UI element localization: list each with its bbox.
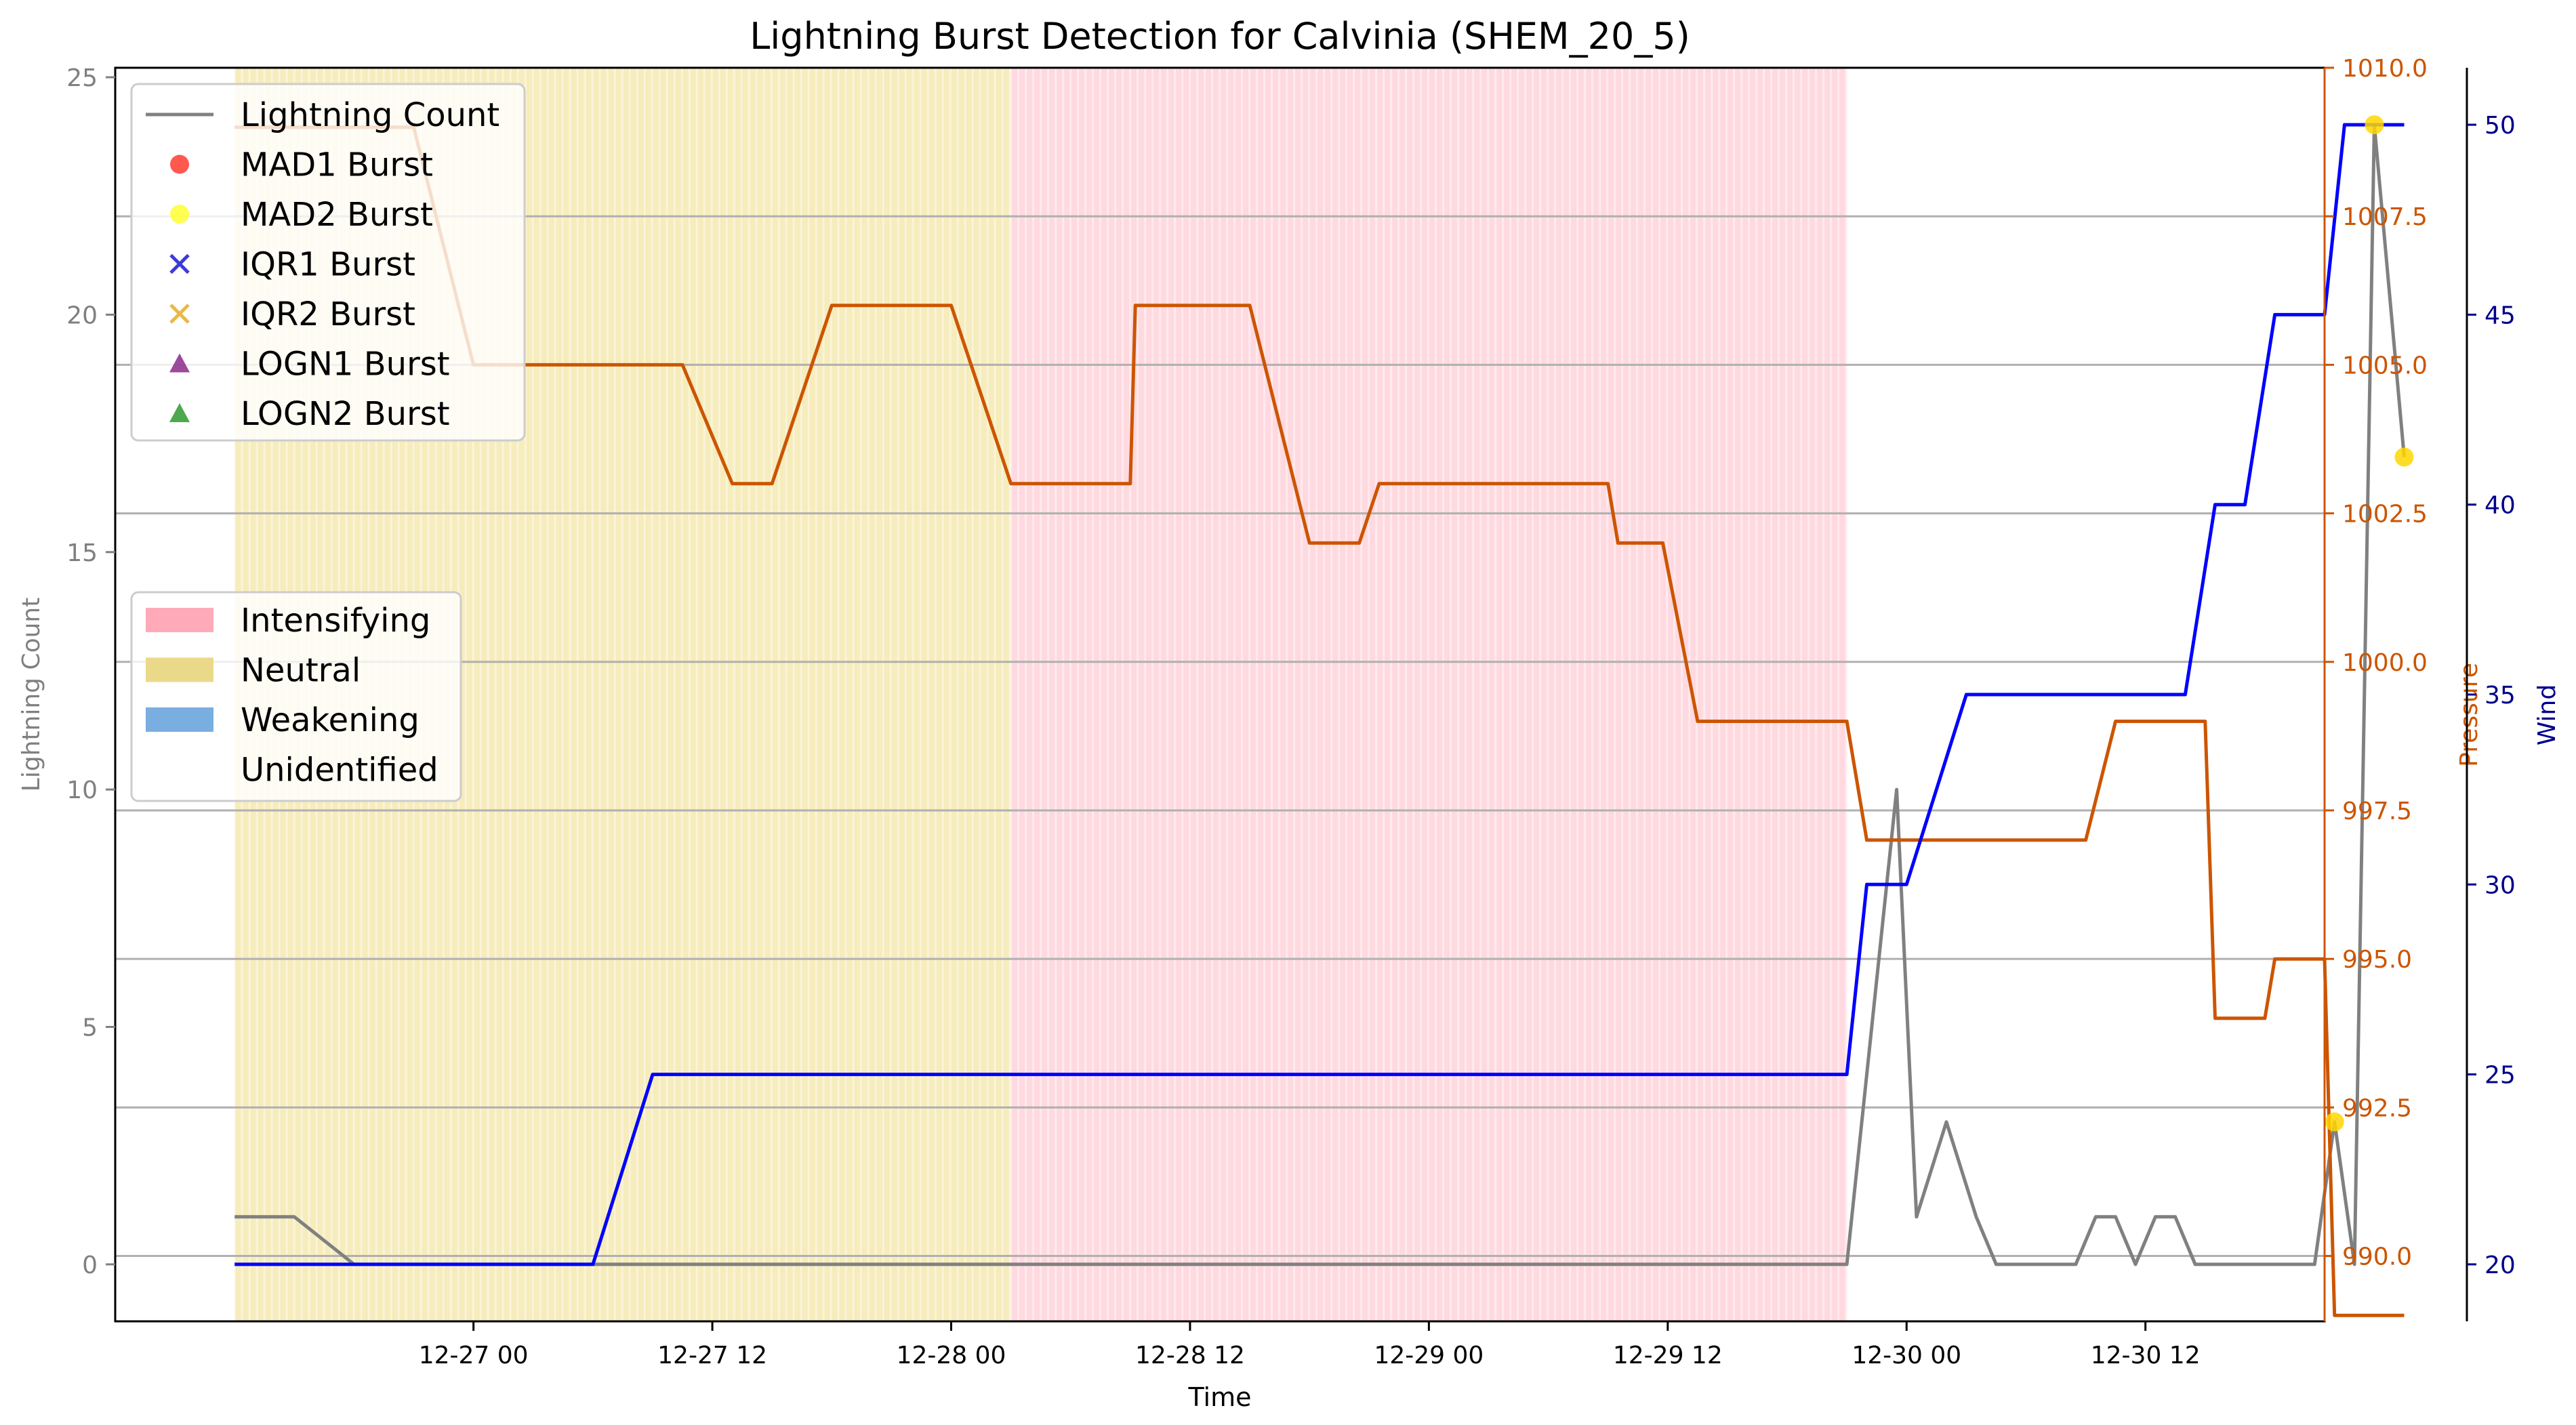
wind-tick-label: 20 bbox=[2485, 1252, 2516, 1279]
legend-label: IQR2 Burst bbox=[241, 295, 415, 333]
x-tick-label: 12-27 00 bbox=[419, 1342, 529, 1369]
legend-swatch bbox=[170, 205, 189, 224]
series-line-pressure bbox=[234, 125, 2405, 1317]
x-tick-label: 12-30 12 bbox=[2091, 1342, 2201, 1369]
burst-marker bbox=[2325, 1112, 2344, 1132]
series-line-lightning-count bbox=[234, 123, 2406, 1266]
chart-title: Lightning Burst Detection for Calvinia (… bbox=[750, 15, 1690, 58]
series-lines bbox=[234, 123, 2406, 1317]
wind-tick-label: 35 bbox=[2485, 682, 2516, 709]
left-axis-label: Lightning Count bbox=[18, 598, 45, 792]
phase-band bbox=[1010, 68, 1847, 1321]
pressure-tick-label: 995.0 bbox=[2342, 946, 2412, 974]
left-tick-label: 15 bbox=[66, 539, 98, 567]
series-line-wind bbox=[234, 123, 2405, 1266]
left-tick-label: 20 bbox=[66, 302, 98, 329]
x-axis-label: Time bbox=[1188, 1382, 1252, 1412]
legend-label: MAD1 Burst bbox=[241, 146, 433, 184]
legend-swatch bbox=[146, 608, 213, 632]
axes: 12-27 00 12-27 12 12-28 00 12-28 12 12-29 00… bbox=[18, 55, 2561, 1369]
pressure-axis-label: Pressure bbox=[2455, 663, 2483, 767]
pressure-tick-label: 1002.5 bbox=[2342, 501, 2428, 529]
x-tick-label: 12-29 00 bbox=[1374, 1342, 1484, 1369]
legend-label: MAD2 Burst bbox=[241, 196, 433, 234]
left-tick-label: 10 bbox=[66, 777, 98, 804]
legend-swatch bbox=[169, 304, 190, 324]
x-tick-label: 12-28 00 bbox=[897, 1342, 1006, 1369]
legend-box bbox=[130, 591, 462, 802]
legend-label: Unidentified bbox=[241, 751, 438, 789]
wind-axis-label: Wind bbox=[2533, 684, 2561, 745]
phase-legend: Intensifying Neutral Weakening Unidentified bbox=[130, 591, 462, 802]
legend-label: Lightning Count bbox=[241, 96, 499, 134]
left-tick-label: 5 bbox=[82, 1014, 98, 1042]
pressure-tick-label: 997.5 bbox=[2342, 798, 2412, 825]
phase-bands bbox=[233, 68, 1847, 1321]
legend-box bbox=[130, 83, 526, 442]
wind-tick-label: 45 bbox=[2485, 302, 2516, 329]
legend-swatch bbox=[146, 657, 213, 682]
burst-markers bbox=[2325, 115, 2414, 1132]
left-tick-label: 0 bbox=[82, 1252, 98, 1279]
wind-tick-label: 40 bbox=[2485, 492, 2516, 520]
x-tick-label: 12-29 12 bbox=[1613, 1342, 1723, 1369]
wind-tick-label: 50 bbox=[2485, 112, 2516, 140]
burst-marker bbox=[2365, 115, 2384, 135]
burst-legend: Lightning Count MAD1 Burst MAD2 Burst IQR1 … bbox=[130, 83, 526, 442]
pressure-tick-label: 992.5 bbox=[2342, 1094, 2412, 1122]
legend-label: Weakening bbox=[241, 701, 420, 739]
legend-label: Neutral bbox=[241, 652, 361, 690]
legend-swatch bbox=[146, 707, 213, 732]
legend-label: IQR1 Burst bbox=[241, 246, 415, 284]
pressure-tick-label: 1010.0 bbox=[2342, 55, 2428, 83]
legend-swatch bbox=[169, 253, 190, 274]
legend-label: Intensifying bbox=[241, 602, 430, 640]
legend-label: LOGN2 Burst bbox=[241, 395, 450, 433]
pressure-tick-label: 1000.0 bbox=[2342, 649, 2428, 677]
pressure-tick-label: 990.0 bbox=[2342, 1243, 2412, 1271]
legend-label: LOGN1 Burst bbox=[241, 346, 450, 384]
pressure-tick-label: 1005.0 bbox=[2342, 352, 2428, 379]
pressure-tick-label: 1007.5 bbox=[2342, 203, 2428, 231]
legend-swatch bbox=[169, 403, 190, 422]
legend-swatch bbox=[170, 154, 189, 174]
x-tick-label: 12-28 12 bbox=[1135, 1342, 1245, 1369]
burst-marker bbox=[2394, 447, 2414, 467]
x-tick-label: 12-27 12 bbox=[657, 1342, 767, 1369]
wind-tick-label: 30 bbox=[2485, 871, 2516, 899]
x-tick-label: 12-30 00 bbox=[1852, 1342, 1961, 1369]
wind-tick-label: 25 bbox=[2485, 1062, 2516, 1090]
legend-swatch bbox=[169, 353, 190, 373]
left-tick-label: 25 bbox=[66, 64, 98, 92]
